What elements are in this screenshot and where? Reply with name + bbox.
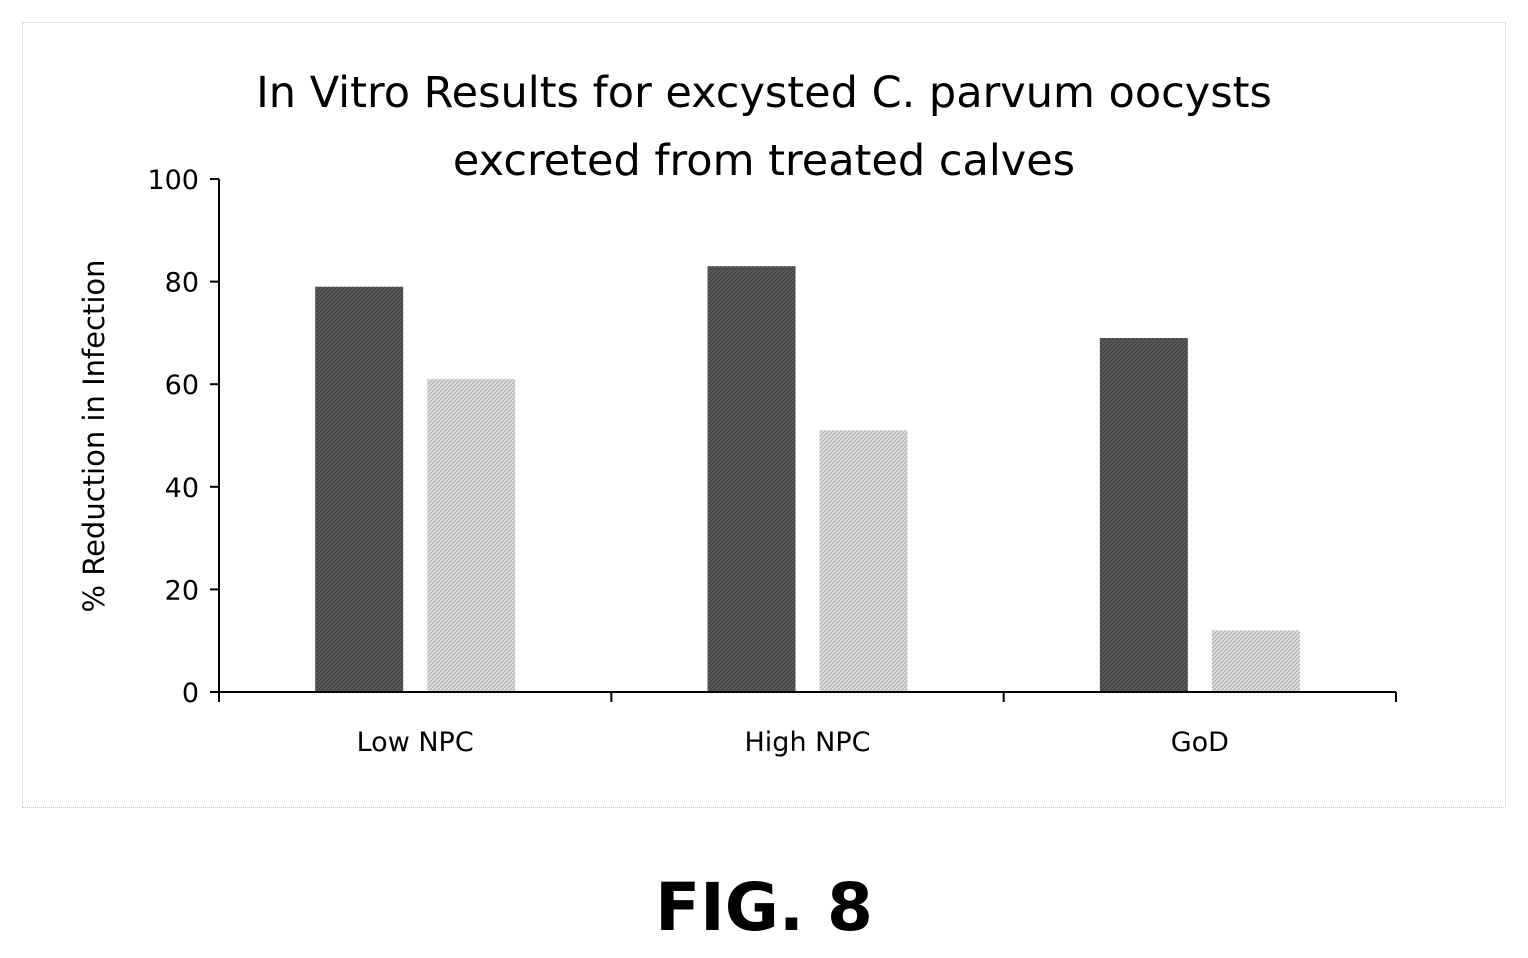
- x-category-label: GoD: [1171, 727, 1229, 758]
- bar-low-npc-series-2: [427, 379, 516, 692]
- y-tick-label: 0: [182, 678, 199, 709]
- chart-title-line-2: excreted from treated calves: [453, 136, 1075, 186]
- y-tick-label: 20: [165, 575, 199, 606]
- bar-god-series-1: [1099, 338, 1188, 692]
- chart-frame: [22, 22, 1506, 808]
- y-tick-label: 40: [165, 473, 199, 504]
- y-axis-label: % Reduction in Infection: [77, 259, 111, 612]
- x-category-label: Low NPC: [357, 727, 474, 758]
- bar-god-series-2: [1211, 630, 1300, 692]
- chart-title-line-1: In Vitro Results for excysted C. parvum …: [256, 68, 1272, 118]
- x-axis-ticks: Low NPC High NPC GoD: [218, 692, 1397, 758]
- bar-high-npc-series-2: [819, 430, 908, 692]
- bars: [315, 266, 1300, 692]
- bar-high-npc-series-1: [707, 266, 796, 692]
- x-category-label: High NPC: [745, 727, 871, 758]
- y-tick-label: 60: [165, 370, 199, 401]
- y-tick-label: 100: [147, 165, 199, 196]
- bar-low-npc-series-1: [315, 286, 404, 692]
- figure-label: FIG. 8: [655, 869, 873, 946]
- y-tick-label: 80: [165, 268, 199, 299]
- y-axis-ticks: 0 20 40 60 80 100: [147, 165, 219, 709]
